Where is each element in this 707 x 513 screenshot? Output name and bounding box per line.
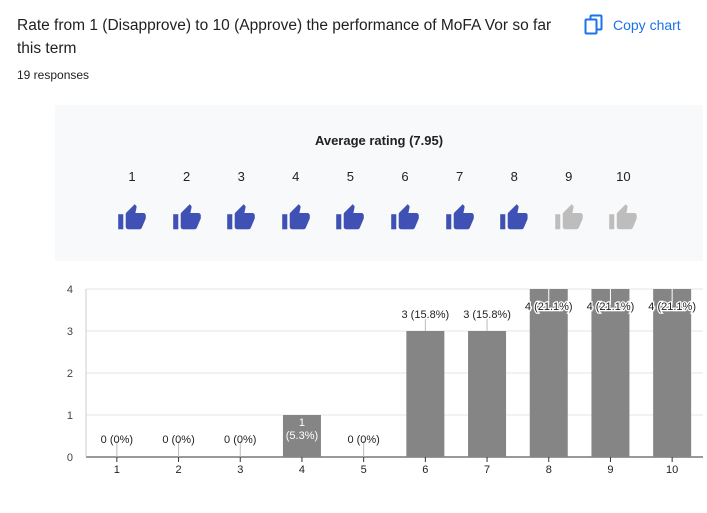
data-label: 0 (0%) <box>162 434 194 446</box>
average-rating-panel: Average rating (7.95) 1 2 3 4 5 6 7 8 9 10 <box>55 105 703 261</box>
bar-10 <box>653 289 691 457</box>
bar-8 <box>530 289 568 457</box>
copy-icon <box>584 14 604 36</box>
y-tick-label: 3 <box>67 326 73 338</box>
thumb-up-icon <box>281 203 311 233</box>
data-label: 4 (21.1%) <box>648 301 696 313</box>
data-label: 4 (21.1%) <box>525 301 573 313</box>
bar-6 <box>406 331 444 457</box>
response-count: 19 responses <box>17 68 89 82</box>
thumb-up-icon <box>390 203 420 233</box>
x-tick-label: 6 <box>422 464 428 476</box>
data-label: (5.3%) <box>286 430 318 442</box>
data-label: 0 (0%) <box>347 434 379 446</box>
y-tick-label: 1 <box>67 410 73 422</box>
bar-9 <box>591 289 629 457</box>
rating-number-1: 1 <box>117 169 147 184</box>
rating-number-4: 4 <box>281 169 311 184</box>
data-label: 0 (0%) <box>101 434 133 446</box>
question-title: Rate from 1 (Disapprove) to 10 (Approve)… <box>17 14 562 60</box>
y-tick-label: 4 <box>67 284 73 296</box>
data-label: 4 (21.1%) <box>587 301 635 313</box>
x-tick-label: 7 <box>484 464 490 476</box>
average-rating-title: Average rating (7.95) <box>55 133 703 148</box>
data-label: 3 (15.8%) <box>463 309 511 321</box>
copy-chart-button[interactable]: Copy chart <box>584 10 681 40</box>
rating-number-5: 5 <box>335 169 365 184</box>
data-label: 1 <box>299 417 305 429</box>
x-tick-label: 5 <box>361 464 367 476</box>
thumb-up-icon <box>499 203 529 233</box>
data-label: 3 (15.8%) <box>401 309 449 321</box>
rating-number-9: 9 <box>554 169 584 184</box>
x-tick-label: 2 <box>175 464 181 476</box>
thumb-up-icon <box>117 203 147 233</box>
x-tick-label: 4 <box>299 464 305 476</box>
y-tick-label: 0 <box>67 452 73 464</box>
thumb-up-icon <box>335 203 365 233</box>
rating-number-7: 7 <box>445 169 475 184</box>
y-tick-label: 2 <box>67 368 73 380</box>
data-label: 0 (0%) <box>224 434 256 446</box>
rating-number-10: 10 <box>608 169 638 184</box>
thumb-up-icon <box>226 203 256 233</box>
copy-chart-label: Copy chart <box>613 17 681 33</box>
thumb-up-icon <box>608 203 638 233</box>
rating-number-6: 6 <box>390 169 420 184</box>
x-tick-label: 8 <box>546 464 552 476</box>
x-tick-label: 9 <box>607 464 613 476</box>
x-tick-label: 1 <box>114 464 120 476</box>
x-tick-label: 10 <box>666 464 678 476</box>
thumb-up-icon <box>172 203 202 233</box>
rating-number-8: 8 <box>499 169 529 184</box>
thumb-up-icon <box>554 203 584 233</box>
rating-number-3: 3 <box>226 169 256 184</box>
rating-number-2: 2 <box>172 169 202 184</box>
bar-7 <box>468 331 506 457</box>
x-tick-label: 3 <box>237 464 243 476</box>
thumb-up-icon <box>445 203 475 233</box>
